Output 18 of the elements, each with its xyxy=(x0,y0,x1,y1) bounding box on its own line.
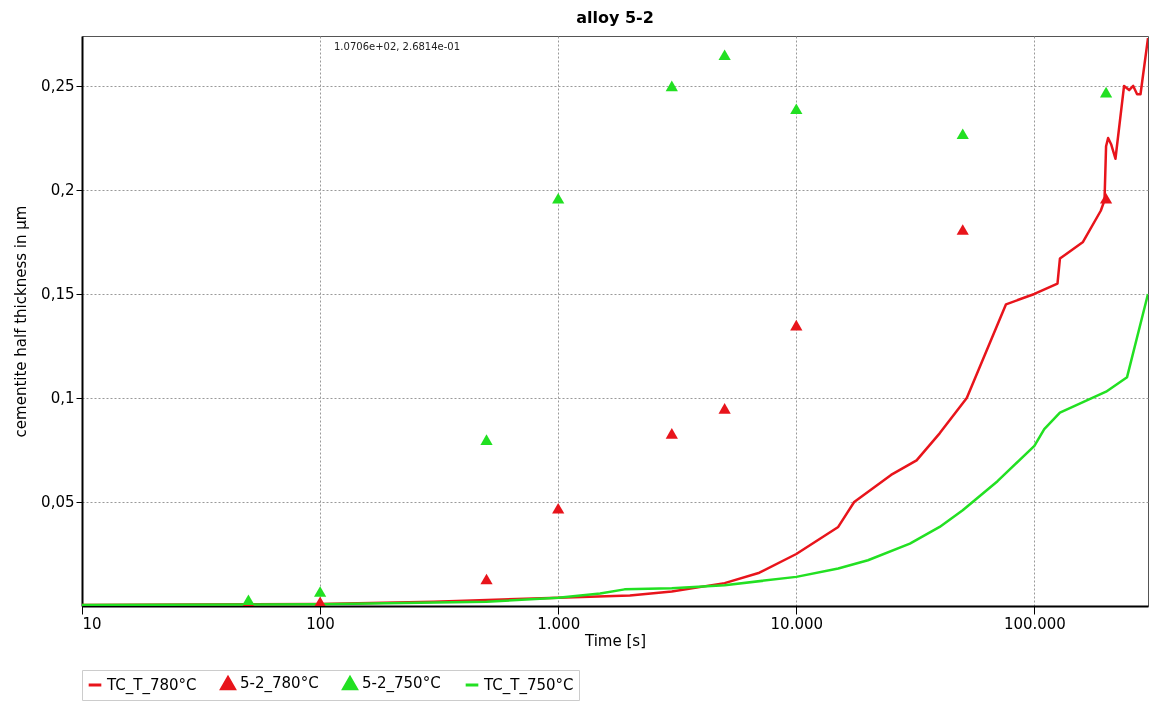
x-tick-label: 10.000 xyxy=(770,614,824,633)
y-tick-label: 0,05 xyxy=(41,493,75,512)
chart-title: alloy 5-2 xyxy=(576,8,654,27)
legend-label: 5-2_750°C xyxy=(362,674,441,694)
x-tick-label: 100.000 xyxy=(1003,614,1066,633)
y-tick-label: 0,1 xyxy=(50,389,75,408)
legend-label: TC_T_780°C xyxy=(106,676,197,695)
x-tick-label: 100 xyxy=(306,614,335,633)
annotation: 1.0706e+02, 2.6814e-01 xyxy=(334,41,461,52)
x-tick-label: 1.000 xyxy=(537,614,581,633)
y-tick-label: 0,2 xyxy=(50,181,75,200)
y-tick-label: 0,25 xyxy=(41,77,75,96)
legend-label: 5-2_780°C xyxy=(240,674,319,694)
legend-label: TC_T_750°C xyxy=(483,676,574,695)
x-tick-label: 10 xyxy=(82,614,102,633)
x-axis-title: Time [s] xyxy=(584,631,646,650)
y-axis-title: cementite half thickness in µm xyxy=(12,205,31,438)
y-tick-label: 0,15 xyxy=(41,285,75,304)
